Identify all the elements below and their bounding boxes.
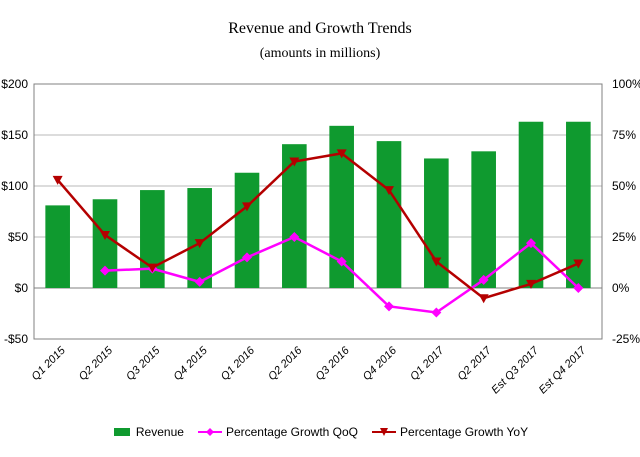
legend-label-yoy: Percentage Growth YoY — [400, 425, 529, 439]
x-axis-category-label: Q3 2016 — [313, 344, 352, 383]
point-growth-yoy — [384, 186, 394, 196]
point-growth-yoy — [289, 157, 300, 167]
chart-subtitle: (amounts in millions) — [259, 46, 381, 61]
point-growth-qoq — [242, 252, 252, 263]
left-axis-tick-label: $50 — [8, 230, 28, 244]
point-growth-yoy — [526, 279, 536, 289]
left-axis-tick-label: $0 — [15, 281, 29, 295]
point-growth-yoy — [52, 175, 63, 185]
right-axis-tick-label: -25% — [612, 332, 640, 346]
point-growth-yoy — [478, 294, 489, 304]
bar-revenue — [376, 141, 402, 288]
legend-item-qoq: Percentage Growth QoQ — [197, 425, 359, 439]
point-growth-qoq — [289, 232, 300, 242]
left-axis-tick-label: $150 — [1, 128, 28, 142]
right-axis-tick-label: 25% — [612, 230, 636, 244]
chart-title: Revenue and Growth Trends — [228, 20, 412, 37]
point-growth-qoq — [384, 301, 394, 312]
legend: Revenue Percentage Growth QoQ Percentage… — [0, 425, 640, 439]
x-axis-category-label: Q4 2016 — [361, 344, 400, 383]
point-growth-qoq — [100, 265, 110, 276]
x-axis-category-label: Q1 2015 — [29, 344, 68, 383]
point-growth-yoy — [100, 230, 110, 240]
legend-item-revenue: Revenue — [112, 425, 184, 439]
legend-swatch-revenue — [113, 428, 130, 436]
plot-area-border — [33, 83, 603, 340]
left-axis-tick-label: $100 — [1, 179, 28, 193]
bar-revenue — [45, 205, 70, 288]
legend-swatch-yoy — [372, 428, 397, 436]
legend-swatch-qoq — [197, 428, 222, 436]
bar-revenue — [471, 151, 496, 288]
x-axis-category-label: Est Q4 2017 — [537, 344, 589, 396]
point-growth-qoq — [431, 307, 442, 318]
point-growth-qoq — [573, 283, 584, 293]
point-growth-yoy — [147, 263, 158, 273]
point-growth-qoq — [336, 256, 347, 267]
x-axis-category-label: Q4 2015 — [171, 344, 210, 383]
legend-label-qoq: Percentage Growth QoQ — [225, 425, 359, 439]
right-axis-tick-label: 50% — [612, 179, 636, 193]
x-axis-category-label: Q1 2016 — [219, 344, 258, 383]
point-growth-qoq — [478, 274, 489, 285]
bar-revenue — [187, 188, 212, 288]
x-axis-category-label: Q2 2016 — [266, 344, 305, 383]
point-growth-qoq — [194, 276, 205, 287]
line-growth-yoy — [56, 152, 579, 300]
x-axis-category-label: Q3 2015 — [124, 344, 163, 383]
point-growth-yoy — [336, 149, 347, 159]
legend-label-revenue: Revenue — [135, 425, 184, 439]
point-growth-yoy — [194, 239, 205, 249]
point-growth-yoy — [431, 257, 442, 267]
right-axis-tick-label: 75% — [612, 128, 636, 142]
right-axis-tick-label: 0% — [612, 281, 630, 295]
right-axis-tick-label: 100% — [612, 77, 640, 91]
left-axis-tick-label: $200 — [1, 77, 28, 91]
left-axis-tick-label: -$50 — [4, 332, 28, 346]
x-axis-category-label: Q1 2017 — [408, 344, 447, 383]
x-axis-category-label: Q2 2015 — [77, 344, 116, 383]
point-growth-yoy — [573, 259, 584, 269]
point-growth-qoq — [526, 238, 536, 249]
bar-revenue — [234, 172, 260, 288]
x-axis-category-label: Q2 2017 — [455, 344, 494, 383]
legend-item-yoy: Percentage Growth YoY — [372, 425, 528, 439]
bar-revenue — [518, 121, 544, 289]
point-growth-yoy — [242, 202, 252, 212]
x-axis-category-label: Est Q3 2017 — [489, 344, 541, 396]
